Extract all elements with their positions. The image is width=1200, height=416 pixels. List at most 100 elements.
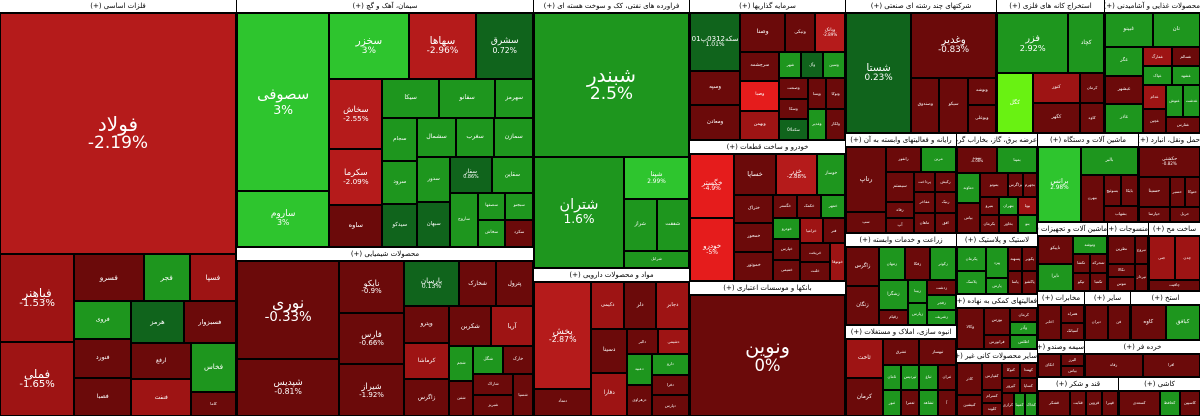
stock-tile[interactable]: اتکای [1038, 354, 1061, 377]
sector-title[interactable]: رایانه و فعالیتهای وابسته به آن (+) [846, 134, 956, 146]
stock-tile[interactable]: سصفها [477, 192, 506, 220]
stock-tile[interactable]: سیستم [886, 171, 914, 203]
stock-tile[interactable]: غشهد [1171, 66, 1200, 86]
stock-tile[interactable]: کپرور [1002, 378, 1020, 394]
sector-title[interactable]: ساخت مح (+) [1149, 223, 1200, 235]
sector-title[interactable]: انبوه سازی، املاک و مستغلات (+) [846, 326, 956, 338]
stock-tile[interactable]: خریخت [800, 243, 831, 263]
sector-title[interactable]: بانکها و موسسات اعتباری (+) [690, 282, 845, 294]
stock-tile[interactable]: بخاور [998, 214, 1018, 233]
stock-tile[interactable]: خوساز [817, 154, 845, 195]
stock-tile[interactable]: فارس -0.66% [339, 312, 404, 365]
stock-tile[interactable]: ولکار [826, 109, 845, 140]
stock-tile[interactable]: شستا 0.23% [846, 13, 912, 133]
stock-tile[interactable]: زپارس [907, 302, 928, 325]
stock-tile[interactable]: وصندوق [911, 77, 940, 133]
stock-tile[interactable]: اطلس [1010, 335, 1037, 349]
stock-tile[interactable]: کاذر [957, 363, 982, 395]
stock-tile[interactable]: بپاس [1061, 365, 1084, 377]
stock-tile[interactable]: نوری -0.33% [237, 261, 340, 359]
stock-tile[interactable]: خساپا [734, 154, 776, 195]
stock-tile[interactable]: کگل [997, 73, 1033, 133]
stock-tile[interactable]: ثباغ [919, 364, 938, 391]
stock-tile[interactable]: بسوئیچ [1103, 175, 1121, 207]
sector-title[interactable]: خودرو و ساخت قطعات (+) [690, 141, 845, 153]
stock-tile[interactable]: قثابت [1070, 391, 1086, 416]
stock-tile[interactable]: وبوعلی [967, 105, 996, 133]
stock-tile[interactable]: فن [1107, 305, 1130, 340]
stock-tile[interactable]: سصوفی 3% [237, 13, 330, 191]
stock-tile[interactable]: شسپا [513, 374, 533, 416]
stock-tile[interactable]: سهاها -2.96% [408, 13, 477, 79]
sector-title[interactable]: لاستیک و پلاستیک (+) [957, 234, 1037, 246]
stock-tile[interactable]: وتوشه [1072, 236, 1107, 255]
stock-tile[interactable]: زکوثر [930, 247, 956, 281]
stock-tile[interactable]: تایرا [1038, 263, 1073, 291]
stock-tile[interactable]: خگستر -4.9% [690, 154, 735, 218]
stock-tile[interactable]: ونیکی [785, 13, 816, 52]
stock-tile[interactable]: وتوکا [826, 78, 845, 110]
stock-tile[interactable]: فروی [74, 301, 132, 340]
stock-tile[interactable]: شجم [449, 346, 474, 382]
stock-tile[interactable]: سبهان [417, 201, 451, 247]
stock-tile[interactable]: کسعدی [1119, 391, 1160, 416]
stock-tile[interactable]: زقیام [879, 310, 908, 325]
stock-tile[interactable]: فسپا [189, 253, 236, 302]
sector-title[interactable]: محصولات شیمیایی (+) [237, 248, 533, 260]
stock-tile[interactable]: فصبا [74, 377, 132, 416]
stock-tile[interactable]: ماهان [914, 212, 935, 233]
stock-tile[interactable]: بورس [983, 308, 1011, 336]
stock-tile[interactable]: دجابر [656, 282, 689, 330]
sector-title[interactable]: مخابرات (+) [1038, 292, 1084, 304]
sector-title[interactable]: استخراج کانه های فلزی (+) [997, 0, 1104, 12]
stock-tile[interactable]: فنر [822, 218, 845, 244]
stock-tile[interactable]: کحافظ [1159, 391, 1180, 416]
stock-tile[interactable]: غدام [1143, 85, 1166, 110]
stock-tile[interactable]: سکرد [505, 219, 533, 247]
stock-tile[interactable]: کتوکا [1002, 363, 1020, 379]
stock-tile[interactable]: سشرق 0.72% [476, 13, 533, 79]
stock-tile[interactable]: کرماشا [403, 342, 450, 380]
stock-tile[interactable]: شاراک [473, 374, 514, 396]
stock-tile[interactable]: شپنا 2.99% [624, 156, 689, 200]
stock-tile[interactable]: غگز [1105, 47, 1143, 76]
stock-tile[interactable]: خوتوقا [830, 243, 845, 281]
stock-tile[interactable]: فباهنر -1.53% [0, 253, 75, 343]
sector-title[interactable]: خرده فر (+) [1085, 341, 1200, 353]
stock-tile[interactable]: بایکا [1120, 175, 1138, 207]
stock-tile[interactable]: مرین [921, 147, 956, 172]
stock-tile[interactable]: دلر [623, 282, 657, 330]
stock-tile[interactable]: حتوکا [1184, 177, 1200, 207]
stock-tile[interactable]: خودرو [773, 218, 801, 240]
stock-tile[interactable]: نان [1152, 13, 1200, 48]
stock-tile[interactable]: بموتو [979, 172, 1009, 197]
stock-tile[interactable]: پترول [496, 261, 533, 307]
stock-tile[interactable]: سیکو [939, 77, 968, 133]
stock-tile[interactable]: غمارگ [1143, 47, 1172, 67]
stock-tile[interactable]: سیدکو [382, 204, 418, 247]
sector-title[interactable]: سیمه وصندو (+) [1038, 341, 1084, 353]
stock-tile[interactable]: کرازی [1002, 393, 1014, 416]
stock-tile[interactable]: پکویر [1022, 247, 1037, 271]
stock-tile[interactable]: وصبا [740, 81, 780, 111]
sector-title[interactable]: محصولات غذایی و آشامیدنی (+) [1105, 0, 1200, 12]
sector-title[interactable]: استخ (+) [1131, 292, 1200, 304]
stock-tile[interactable]: سکه04 [779, 119, 808, 140]
stock-tile[interactable]: دیران [1085, 305, 1108, 340]
stock-tile[interactable]: ثشاهد [919, 390, 938, 416]
stock-tile[interactable]: کهمدا [1019, 363, 1037, 379]
stock-tile[interactable]: ساوه [329, 204, 383, 247]
stock-tile[interactable]: خمیمی [773, 260, 801, 281]
stock-tile[interactable]: خزامیا [800, 218, 823, 244]
stock-tile[interactable]: بتهران [998, 196, 1018, 215]
stock-tile[interactable]: وکالا [957, 308, 984, 349]
stock-tile[interactable]: رفاه [1085, 354, 1143, 377]
stock-tile[interactable]: شخارک [459, 261, 497, 307]
stock-tile[interactable]: البرز [1061, 354, 1084, 366]
stock-tile[interactable]: نکالا [1108, 263, 1135, 278]
stock-tile[interactable]: وغدیر [807, 109, 827, 140]
stock-tile[interactable]: رانفور [886, 147, 921, 172]
stock-tile[interactable]: فجر [143, 253, 190, 302]
stock-tile[interactable]: کلوند [982, 402, 1002, 416]
stock-tile[interactable]: بمپنا [997, 147, 1037, 173]
